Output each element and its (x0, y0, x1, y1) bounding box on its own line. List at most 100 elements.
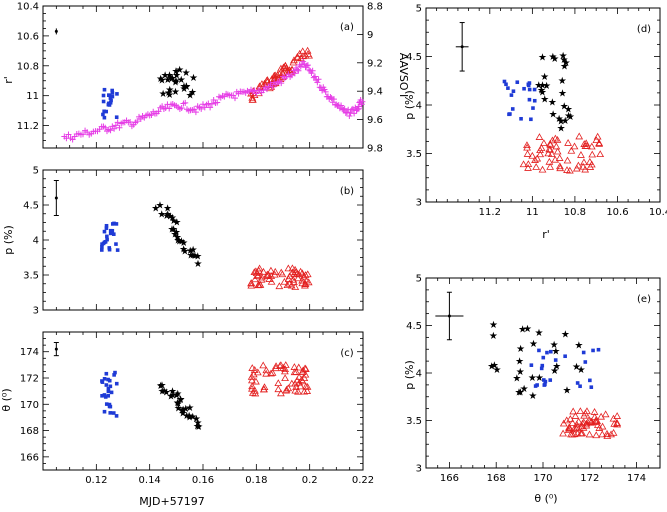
aavso-point (278, 80, 285, 87)
aavso-point (260, 87, 267, 94)
aavso-point (312, 73, 318, 80)
data-point-black: ★ (166, 211, 175, 222)
aavso-point (200, 101, 206, 108)
aavso-point (314, 79, 321, 86)
data-point-black: ★ (537, 85, 546, 96)
data-point-red (609, 428, 618, 436)
data-point-blue (104, 383, 109, 387)
data-point-black: ★ (515, 388, 524, 399)
data-point-red (590, 408, 599, 415)
data-point-red (547, 150, 556, 158)
x-tick-label-c: 0.12 (85, 475, 107, 486)
data-point-red (574, 161, 583, 169)
data-point-black: ★ (548, 97, 557, 108)
data-point-black: ★ (564, 111, 573, 122)
data-point-black: ★ (171, 78, 180, 89)
data-point-red (279, 63, 288, 71)
ylabel-e: p (%) (403, 360, 416, 390)
data-point-red (290, 270, 299, 277)
data-point-blue (539, 366, 544, 371)
aavso-point (359, 98, 366, 105)
data-point-red (287, 281, 296, 289)
data-point-black: ★ (492, 365, 501, 376)
data-point-black: ★ (528, 391, 537, 402)
data-point-black: ★ (164, 88, 173, 99)
data-point-red (258, 273, 266, 281)
data-point-blue (115, 92, 119, 96)
data-point-blue (101, 99, 106, 104)
y-tick-label-d: 5 (416, 4, 422, 15)
data-point-blue (109, 390, 114, 395)
y-tick-label-a: 10.6 (17, 31, 39, 42)
data-point-black: ★ (556, 117, 565, 128)
panel-a: 10.410.610.81111.28.899.29.49.69.8(a)★★★… (17, 2, 383, 155)
data-point-red (282, 386, 290, 394)
data-point-blue (110, 88, 114, 93)
data-point-black: ★ (574, 341, 583, 352)
data-point-blue (110, 228, 115, 233)
error-bar-c (53, 342, 59, 357)
data-point-blue (105, 237, 109, 242)
data-point-red (610, 419, 619, 427)
data-point-red (248, 376, 256, 384)
aavso-point (253, 90, 260, 97)
data-point-red (548, 136, 557, 144)
data-point-red (254, 266, 263, 274)
x-tick-label-c: 0.2 (302, 475, 318, 486)
error-bar-a (54, 28, 58, 35)
data-point-black: ★ (163, 75, 172, 86)
data-point-red (559, 419, 568, 427)
data-point-black: ★ (168, 386, 177, 397)
data-point-black: ★ (171, 230, 180, 241)
error-bar-b (53, 180, 59, 216)
aavso-point (116, 124, 123, 131)
data-point-red (270, 71, 279, 79)
data-point-red (587, 142, 596, 150)
data-point-blue (104, 109, 109, 114)
data-point-black: ★ (186, 90, 195, 101)
data-point-blue (108, 231, 113, 236)
aavso-point (232, 95, 238, 102)
data-point-red (257, 275, 266, 283)
data-point-red (583, 407, 591, 415)
data-point-red (274, 385, 283, 393)
data-point-black: ★ (160, 386, 169, 397)
x-tick-label-d: 11.2 (479, 207, 501, 218)
data-point-red (300, 374, 309, 382)
data-point-black: ★ (182, 411, 191, 422)
data-point-black: ★ (172, 71, 181, 82)
data-point-red (523, 141, 531, 149)
data-point-red (304, 278, 313, 286)
data-point-blue (107, 247, 112, 252)
y-tick-label-d: 3.5 (406, 149, 422, 160)
data-point-black: ★ (561, 329, 570, 340)
y-tick-label-c: 170 (20, 400, 39, 411)
xlabel-left: MJD+57197 (139, 495, 204, 508)
data-point-red (609, 414, 618, 422)
data-point-black: ★ (182, 82, 191, 93)
data-point-black: ★ (173, 398, 182, 409)
data-point-black: ★ (179, 245, 188, 256)
data-point-red (251, 267, 260, 275)
data-point-blue (112, 232, 116, 236)
aavso-point (107, 127, 114, 134)
data-point-red (591, 416, 600, 424)
data-point-red (277, 268, 286, 276)
data-point-black: ★ (171, 87, 180, 98)
data-point-black: ★ (188, 250, 197, 261)
data-point-blue (532, 87, 537, 92)
data-point-blue (502, 79, 507, 84)
data-point-red (267, 277, 276, 285)
data-point-red (577, 429, 585, 437)
x-tick-label-d: 10.4 (649, 207, 667, 218)
data-point-red (577, 151, 585, 158)
data-point-black: ★ (489, 320, 498, 331)
data-point-red (578, 419, 587, 427)
aavso-point (341, 105, 348, 112)
aavso-point (182, 99, 189, 106)
data-point-blue (527, 87, 532, 92)
data-point-black: ★ (193, 421, 202, 432)
data-point-black: ★ (179, 405, 188, 416)
error-bar-d (455, 22, 469, 72)
data-point-red (289, 58, 298, 66)
